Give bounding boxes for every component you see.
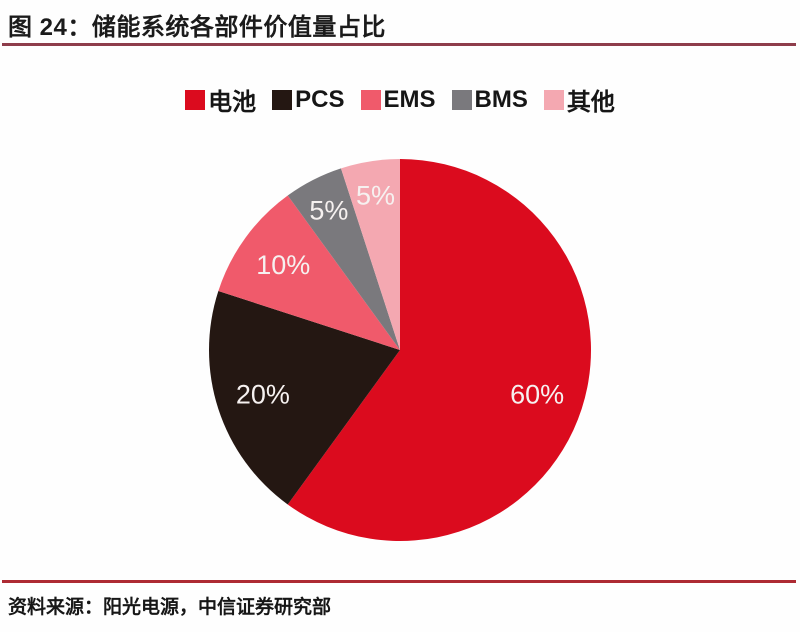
- slice-data-label: 10%: [256, 250, 310, 280]
- pie-slice-电池: [287, 159, 592, 541]
- title-underline: [2, 43, 796, 46]
- legend-swatch-icon: [185, 89, 206, 110]
- legend-swatch-icon: [543, 89, 564, 110]
- slice-data-label: 5%: [309, 196, 348, 226]
- legend-label: PCS: [295, 85, 345, 113]
- legend-swatch-icon: [451, 89, 472, 110]
- source-text: 资料来源：阳光电源，中信证券研究部: [8, 597, 332, 618]
- pie-slice-EMS: [218, 195, 400, 350]
- pie-slice-其他: [340, 159, 400, 350]
- legend-swatch-icon: [360, 89, 381, 110]
- pie-slice-BMS: [287, 168, 400, 350]
- legend-item-电池: 电池: [185, 82, 256, 117]
- legend-item-BMS: BMS: [451, 85, 528, 114]
- source-divider: [2, 580, 796, 583]
- pie-chart: 60% 20% 10% 5% 5%: [209, 159, 592, 541]
- legend-label: 电池: [208, 89, 257, 116]
- legend-item-PCS: PCS: [272, 85, 345, 114]
- pie-slice-PCS: [209, 290, 400, 505]
- slice-data-label: 20%: [236, 380, 290, 410]
- figure-title: 图 24：储能系统各部件价值量占比: [8, 14, 386, 41]
- slice-data-label: 60%: [510, 380, 564, 410]
- legend-swatch-icon: [272, 89, 293, 110]
- slice-data-label: 5%: [356, 180, 395, 210]
- legend-label: BMS: [474, 85, 528, 113]
- legend: 电池 PCS EMS BMS 其他: [0, 82, 800, 117]
- legend-label: 其他: [566, 89, 615, 116]
- legend-item-EMS: EMS: [360, 85, 436, 114]
- legend-label: EMS: [383, 85, 436, 113]
- legend-item-其他: 其他: [543, 82, 615, 117]
